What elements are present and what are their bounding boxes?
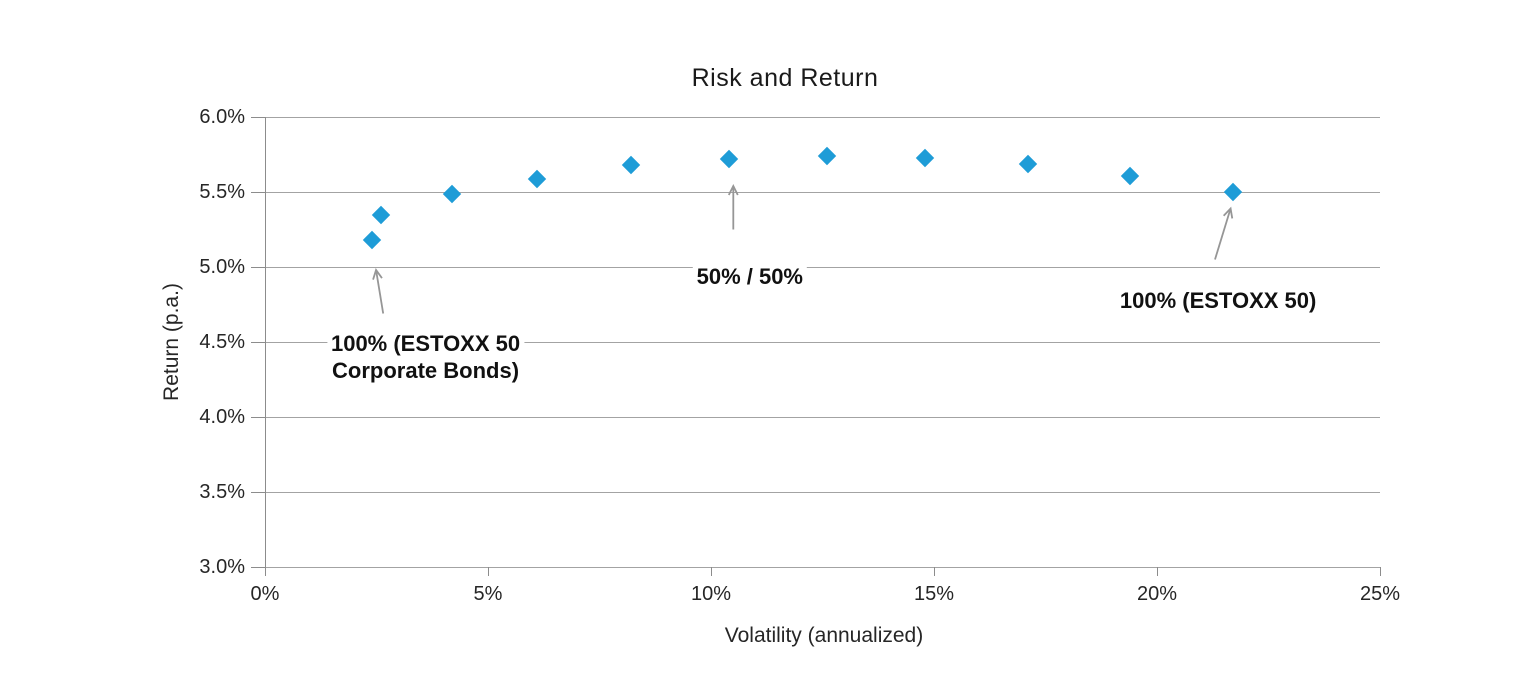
x-tick-mark bbox=[1157, 567, 1158, 576]
x-tick-label: 15% bbox=[913, 583, 955, 605]
annotation-arrow bbox=[1214, 206, 1234, 260]
annotation-line: 100% (ESTOXX 50 bbox=[330, 331, 521, 356]
y-tick-mark bbox=[251, 267, 265, 268]
x-tick-mark bbox=[488, 567, 489, 576]
data-point bbox=[1223, 182, 1243, 202]
annotation-label: 100% (ESTOXX 50 Corporate Bonds) bbox=[326, 330, 525, 384]
y-gridline bbox=[265, 492, 1380, 493]
annotation-line: Corporate Bonds) bbox=[332, 358, 520, 383]
data-point bbox=[915, 148, 935, 167]
x-tick-label: 25% bbox=[1359, 583, 1401, 605]
data-point bbox=[362, 230, 382, 250]
y-tick-label: 3.0% bbox=[199, 556, 245, 578]
x-tick-label: 0% bbox=[250, 583, 280, 605]
annotation-line: 50% / 50% bbox=[696, 263, 803, 289]
y-tick-mark bbox=[251, 117, 265, 118]
y-tick-mark bbox=[251, 567, 265, 568]
data-point bbox=[527, 169, 547, 188]
data-point bbox=[1121, 166, 1140, 185]
x-tick-mark bbox=[1380, 567, 1381, 576]
data-point bbox=[443, 184, 462, 203]
y-gridline bbox=[265, 267, 1380, 268]
data-point bbox=[817, 146, 837, 166]
y-tick-mark bbox=[251, 417, 265, 418]
x-tick-label: 10% bbox=[690, 583, 732, 605]
x-tick-label: 5% bbox=[473, 583, 503, 605]
y-gridline bbox=[265, 567, 1380, 568]
y-tick-label: 3.5% bbox=[199, 481, 245, 503]
x-tick-mark bbox=[934, 567, 935, 576]
annotation-label: 100% (ESTOXX 50) bbox=[1115, 286, 1321, 314]
annotation-arrow bbox=[372, 268, 385, 314]
x-axis-title: Volatility (annualized) bbox=[724, 624, 924, 647]
y-tick-label: 6.0% bbox=[199, 106, 245, 128]
y-tick-mark bbox=[251, 492, 265, 493]
y-tick-label: 5.5% bbox=[199, 181, 245, 203]
y-gridline bbox=[265, 417, 1380, 418]
data-point bbox=[1018, 154, 1037, 173]
y-tick-label: 5.0% bbox=[199, 256, 245, 278]
y-axis-line bbox=[265, 117, 266, 568]
y-gridline bbox=[265, 192, 1380, 193]
y-gridline bbox=[265, 117, 1380, 118]
x-tick-mark bbox=[711, 567, 712, 576]
data-point bbox=[371, 205, 391, 224]
y-gridline bbox=[265, 342, 1380, 343]
x-tick-mark bbox=[265, 567, 266, 576]
data-point bbox=[719, 149, 739, 169]
y-tick-mark bbox=[251, 192, 265, 193]
chart-title: Risk and Return bbox=[691, 64, 879, 92]
annotation-label: 50% / 50% bbox=[692, 262, 807, 290]
data-point bbox=[621, 155, 640, 175]
annotation-line: 100% (ESTOXX 50) bbox=[1119, 287, 1317, 313]
x-tick-label: 20% bbox=[1136, 583, 1178, 605]
y-tick-label: 4.5% bbox=[199, 331, 245, 353]
y-tick-mark bbox=[251, 342, 265, 343]
y-tick-label: 4.0% bbox=[199, 406, 245, 428]
